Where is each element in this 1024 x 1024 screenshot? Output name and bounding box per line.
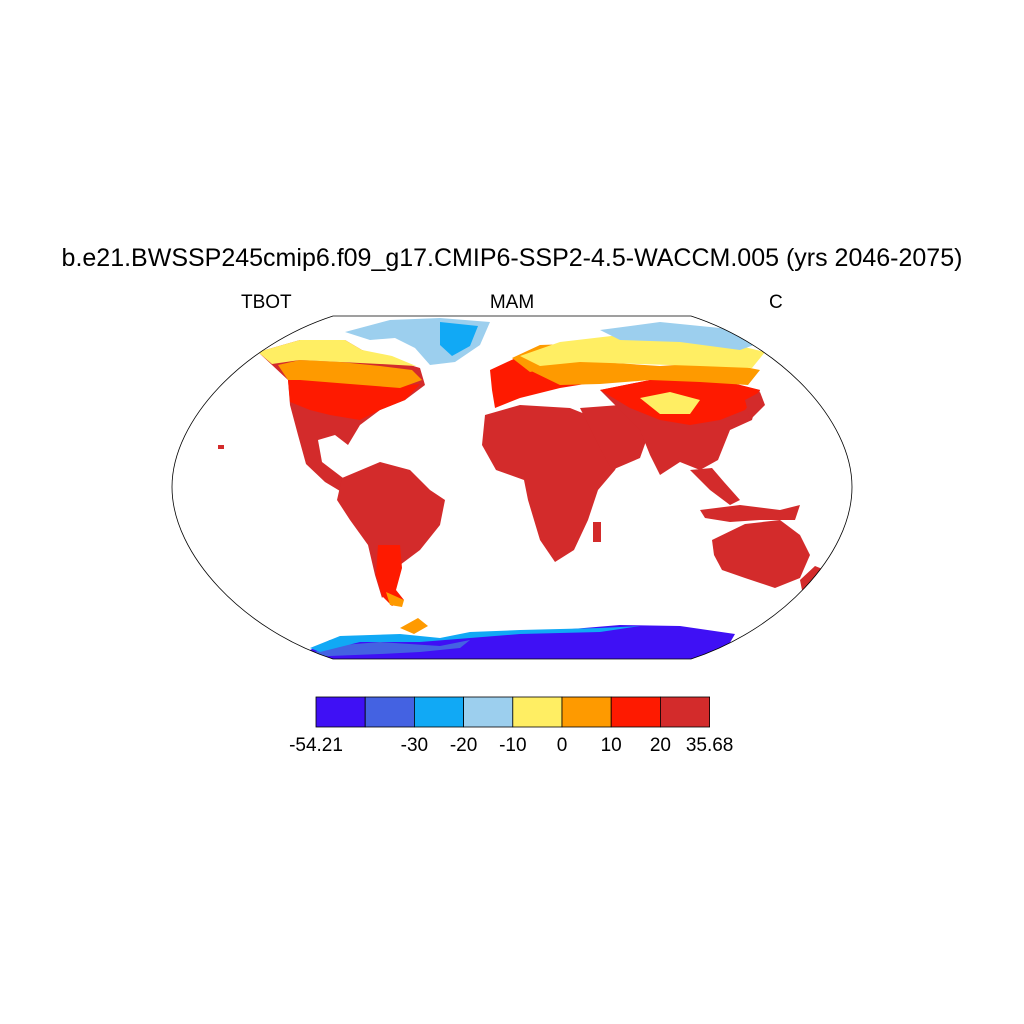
- north-america-mid-band: [278, 360, 422, 388]
- colorbar-swatch: [561, 696, 612, 728]
- antarctica-edge: [310, 626, 640, 652]
- arctic-coast: [600, 322, 768, 350]
- colorbar-swatch: [315, 696, 366, 728]
- north-america-cool-band: [258, 340, 416, 366]
- map-title: b.e21.BWSSP245cmip6.f09_g17.CMIP6-SSP2-4…: [61, 244, 963, 272]
- patagonia: [386, 592, 404, 607]
- antarctic-peninsula: [400, 618, 428, 634]
- colorbar-tick-label: 20: [649, 735, 671, 756]
- units-label: C: [769, 292, 783, 313]
- colorbar-tick-label: -54.21: [289, 735, 343, 756]
- africa: [482, 405, 625, 562]
- asia-mid-band: [525, 362, 760, 385]
- colorbar-tick-label: 10: [600, 735, 622, 756]
- colorbar-tick-label: 0: [556, 735, 568, 756]
- colorbar-swatch: [610, 696, 661, 728]
- south-america-south: [376, 545, 404, 606]
- tibet-plateau: [640, 392, 700, 414]
- colorbar-tick-label: -10: [499, 735, 527, 756]
- colorbar-swatch: [364, 696, 415, 728]
- australia: [712, 520, 810, 588]
- indonesia: [700, 505, 800, 522]
- colorbar-swatch: [463, 696, 514, 728]
- new-zealand: [800, 566, 825, 590]
- variable-label: TBOT: [241, 292, 292, 313]
- colorbar-swatch: [660, 696, 711, 728]
- madagascar: [593, 522, 601, 542]
- colorbar-tick-label: -20: [449, 735, 478, 756]
- map-boundary: [171, 315, 853, 660]
- north-america-warm-band: [288, 376, 420, 420]
- greenland-ice: [440, 322, 478, 356]
- season-label: MAM: [489, 292, 535, 313]
- southeast-asia: [690, 468, 740, 505]
- colorbar-tick-label: -30: [400, 735, 429, 756]
- antarctica-coast: [300, 640, 470, 658]
- colorbar-tick-label: 35.68: [685, 735, 734, 756]
- land-temperature-fill: [218, 318, 825, 659]
- colorbar-swatch: [413, 696, 464, 728]
- colorbar: [315, 696, 711, 728]
- colorbar-swatch: [512, 696, 563, 728]
- south-america: [337, 462, 445, 598]
- japan: [745, 392, 765, 420]
- hawaii: [218, 445, 224, 449]
